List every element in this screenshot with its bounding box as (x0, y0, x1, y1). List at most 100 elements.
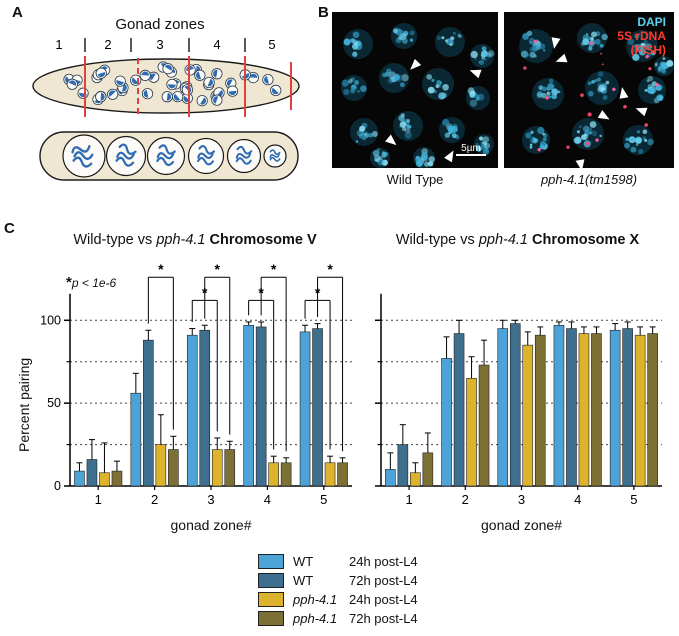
legend-genotype: WT (293, 554, 314, 569)
bar (143, 339, 154, 487)
bar (211, 449, 223, 487)
bar (243, 324, 254, 487)
svg-text:50: 50 (47, 396, 61, 410)
stain-label-probe: 5S rDNA (617, 29, 666, 43)
zone-label-1: 1 (55, 37, 62, 52)
x-axis-label-right: gonad zone# (481, 517, 562, 533)
legend-time: 24h post-L4 (349, 554, 418, 569)
legend-genotype: pph-4.1 (293, 611, 338, 626)
gonad-diagram: 1 2 3 4 5 (32, 37, 300, 181)
bar (497, 328, 509, 487)
svg-text:0: 0 (54, 479, 61, 493)
bar (566, 328, 577, 487)
svg-text:2: 2 (462, 492, 469, 507)
significance-star: * (66, 274, 72, 291)
scale-bar-label: 5µm (461, 143, 481, 154)
significance-asterisk: * (158, 261, 164, 277)
bar (422, 452, 434, 487)
bar (130, 392, 142, 487)
bar (186, 334, 198, 487)
bar (385, 469, 396, 487)
zone-label-4: 4 (213, 37, 220, 52)
svg-text:100: 100 (40, 313, 61, 327)
bar (478, 364, 490, 487)
legend-swatch-wt-24h (258, 554, 284, 569)
bar (591, 333, 602, 487)
bar (324, 462, 336, 487)
bar (224, 449, 236, 487)
bar (268, 462, 279, 487)
svg-text:1: 1 (95, 492, 102, 507)
bar (86, 459, 98, 487)
stain-label-dapi: DAPI (637, 15, 666, 29)
chart-title-right-italic: pph-4.1 (478, 232, 528, 248)
legend-swatch-wt-72h (258, 573, 284, 588)
bar (453, 333, 465, 487)
legend-time: 24h post-L4 (349, 592, 418, 607)
chart-chromosome-v: Wild-type vs pph-4.1 Chromosome V 0 50 100… (30, 232, 360, 533)
legend-genotype: WT (293, 573, 314, 588)
bar (522, 344, 534, 487)
bar (168, 449, 179, 487)
bar (609, 329, 621, 487)
chart-legend: WT 24h post-L4 WT 72h post-L4 pph-4.1 24… (258, 552, 418, 628)
chart-title-right-bold: Chromosome X (528, 232, 640, 248)
micrograph-mutant (504, 12, 674, 168)
bar (534, 334, 546, 487)
caption-mutant: pph-4.1(tm1598) (540, 172, 638, 187)
chart-title-left-bold: Chromosome V (205, 232, 317, 248)
svg-text:4: 4 (574, 492, 581, 507)
svg-text:3: 3 (518, 492, 525, 507)
gonad-oocytes (62, 134, 287, 178)
svg-text:1: 1 (405, 492, 412, 507)
bar (578, 333, 590, 487)
bar (74, 470, 85, 487)
bar (509, 323, 521, 487)
bar (312, 328, 323, 487)
bar (255, 326, 267, 487)
legend-swatch-pph-24h (258, 592, 284, 607)
svg-text:4: 4 (264, 492, 271, 507)
zone-label-5: 5 (268, 37, 275, 52)
bar (410, 472, 421, 487)
caption-wild-type: Wild Type (386, 172, 444, 187)
legend-item-pph-24h: pph-4.1 24h post-L4 (258, 590, 418, 609)
bar (299, 331, 311, 487)
zone-marker-lines (84, 56, 292, 117)
significance-asterisk: * (327, 261, 333, 277)
zone-label-2: 2 (104, 37, 111, 52)
bar (111, 470, 123, 487)
bar (337, 462, 348, 487)
bar (553, 324, 565, 487)
bar (466, 377, 477, 487)
legend-item-wt-24h: WT 24h post-L4 (258, 552, 418, 571)
legend-genotype: pph-4.1 (293, 592, 338, 607)
legend-item-pph-72h: pph-4.1 72h post-L4 (258, 609, 418, 628)
bar (397, 444, 409, 487)
significance-asterisk: * (215, 261, 221, 277)
significance-note: *p < 1e-6 (66, 274, 116, 291)
gonad-zones-title: Gonad zones (115, 16, 205, 33)
bar (280, 462, 292, 487)
panel-b-label: B (318, 4, 329, 21)
legend-time: 72h post-L4 (349, 573, 418, 588)
micrograph-wild-type-content (332, 12, 498, 168)
legend-item-wt-72h: WT 72h post-L4 (258, 571, 418, 590)
micrograph-mutant-content (504, 12, 674, 168)
bar (199, 329, 211, 487)
stain-label-method: (FISH) (630, 43, 666, 57)
svg-text:5: 5 (320, 492, 327, 507)
x-axis-label-left: gonad zone# (170, 517, 252, 533)
panel-c-label: C (4, 220, 15, 237)
chart-chromosome-x-plot: 1 2 3 4 5 (375, 293, 662, 507)
chart-title-right: Wild-type vs pph-4.1 Chromosome X (365, 232, 670, 248)
svg-text:2: 2 (151, 492, 158, 507)
stain-legend: DAPI 5S rDNA (FISH) (504, 15, 666, 57)
zone-boundary-ticks (84, 38, 246, 52)
chart-title-left-italic: pph-4.1 (156, 232, 206, 248)
zone-label-3: 3 (156, 37, 163, 52)
bar (622, 328, 633, 487)
panel-a-label: A (12, 4, 23, 21)
